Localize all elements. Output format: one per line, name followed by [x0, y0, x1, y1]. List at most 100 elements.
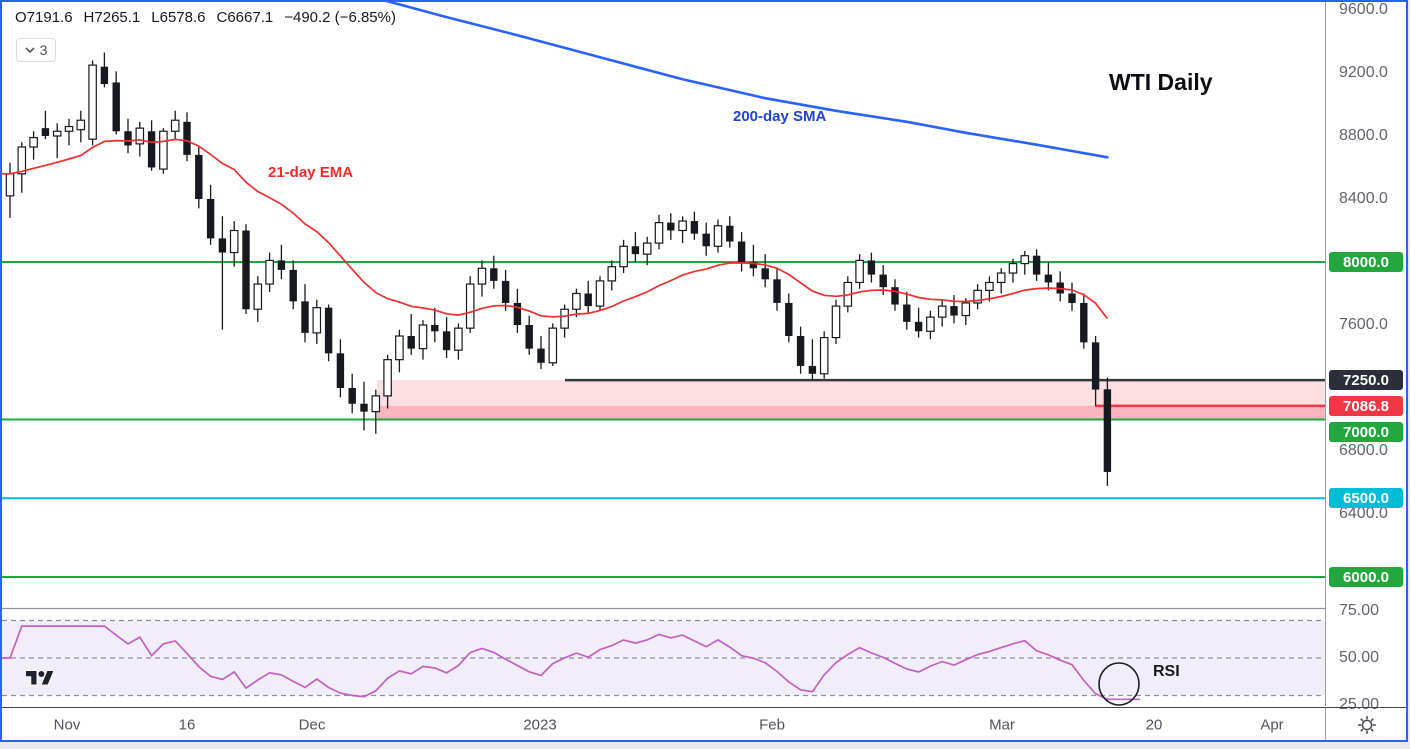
candle-down	[218, 238, 227, 253]
chart-title: WTI Daily	[1109, 69, 1213, 95]
price-badge: 7000.0	[1329, 422, 1403, 442]
candle-up	[52, 130, 62, 137]
candle-up	[985, 281, 994, 291]
candle-up	[383, 359, 392, 397]
candle-up	[76, 119, 86, 131]
candle-up	[548, 327, 558, 364]
candle-up	[454, 327, 463, 351]
candle-down	[749, 262, 758, 269]
candle-up	[713, 225, 723, 247]
chart-canvas[interactable]	[2, 2, 1406, 738]
candle-down	[183, 121, 191, 155]
candle-down	[206, 199, 215, 239]
candle-up	[170, 119, 180, 132]
candle-up	[642, 242, 652, 255]
candle-down	[702, 233, 710, 247]
tradingview-logo-icon[interactable]	[26, 668, 53, 689]
candle-up	[595, 280, 605, 307]
candle-down	[631, 246, 640, 255]
rsi-annotation-label: RSI	[1153, 663, 1180, 680]
ohlc-open: O7191.6	[15, 9, 73, 26]
candle-down	[431, 325, 439, 332]
support-zone	[377, 380, 1325, 420]
candle-down	[525, 325, 533, 349]
bars-count-dropdown[interactable]: 3	[16, 38, 56, 62]
candle-down	[808, 365, 817, 374]
candle-down	[950, 306, 958, 316]
candle-down	[726, 225, 734, 242]
candle-up	[819, 337, 829, 375]
time-label: Nov	[53, 716, 81, 733]
price-badge: 7250.0	[1329, 370, 1403, 390]
candle-down	[584, 293, 592, 307]
candle-down	[1080, 302, 1088, 343]
price-tick: 6800.0	[1339, 442, 1388, 459]
candle-up	[17, 146, 27, 175]
ohlc-close: C6667.1	[216, 9, 274, 26]
axis-settings-corner[interactable]	[1325, 707, 1406, 740]
candle-up	[619, 245, 628, 268]
candle-up	[572, 292, 581, 310]
ema-line	[2, 138, 1109, 320]
candle-up	[1020, 255, 1030, 265]
rsi-axis-tick: 75.00	[1339, 602, 1380, 619]
candle-down	[195, 154, 203, 199]
candle-down	[490, 268, 498, 281]
time-label: 2023	[523, 716, 557, 733]
candle-down	[903, 304, 911, 322]
candle-down	[1044, 274, 1053, 283]
sma-annotation-label: 200-day SMA	[733, 108, 827, 125]
price-tick: 9600.0	[1339, 1, 1388, 18]
candle-down	[773, 279, 781, 303]
candle-up	[973, 289, 982, 304]
candle-up	[961, 302, 971, 317]
candle-up	[88, 64, 97, 140]
candle-down	[407, 336, 415, 349]
candle-down	[1103, 389, 1112, 472]
price-badge: 7086.8	[1329, 396, 1403, 416]
candle-up	[371, 395, 381, 413]
time-label: 20	[1145, 716, 1163, 733]
price-badge: 6500.0	[1329, 488, 1403, 508]
price-axis[interactable]: 9600.0 9200.0 8800.0 8400.0 7600.0 6800.0 6400…	[1325, 1, 1406, 713]
chevron-down-icon	[25, 47, 35, 53]
candle-down	[242, 230, 250, 310]
price-badge: 8000.0	[1329, 252, 1403, 272]
time-label: Dec	[298, 716, 326, 733]
candle-down	[1032, 255, 1041, 275]
candle-up	[253, 283, 263, 310]
ohlc-readout: O7191.6 H7265.1 L6578.6 C6667.1 −490.2 (−6.8…	[15, 9, 407, 26]
candle-down	[324, 307, 333, 354]
candle-down	[891, 287, 899, 305]
candle-up	[996, 272, 1006, 284]
candle-down	[796, 336, 805, 366]
price-tick: 6400.0	[1339, 505, 1388, 522]
time-label: Apr	[1260, 716, 1284, 733]
candle-down	[761, 268, 769, 280]
rsi-line	[2, 625, 1140, 701]
candle-down	[289, 269, 297, 302]
candle-up	[265, 259, 274, 285]
candle-down	[442, 331, 451, 351]
price-badge: 6000.0	[1329, 567, 1403, 587]
candle-up	[5, 173, 15, 197]
candle-up	[477, 267, 487, 285]
candle-down	[501, 280, 510, 303]
time-axis[interactable]: Nov 16 Dec 2023 Feb Mar 20 Apr	[2, 707, 1325, 740]
ohlc-change: −490.2 (−6.85%)	[284, 9, 396, 26]
rsi-axis-tick: 50.00	[1339, 649, 1380, 666]
candle-up	[29, 136, 38, 148]
candle-up	[937, 305, 947, 318]
candle-up	[560, 308, 569, 329]
candle-down	[1091, 342, 1100, 390]
candle-down	[690, 221, 699, 234]
candle-up	[678, 220, 687, 232]
candle-down	[301, 301, 309, 333]
candle-up	[312, 307, 322, 334]
candle-up	[831, 305, 841, 339]
candle-down	[537, 348, 545, 363]
bars-count-value: 3	[39, 42, 48, 58]
candle-wicks	[9, 52, 1109, 486]
